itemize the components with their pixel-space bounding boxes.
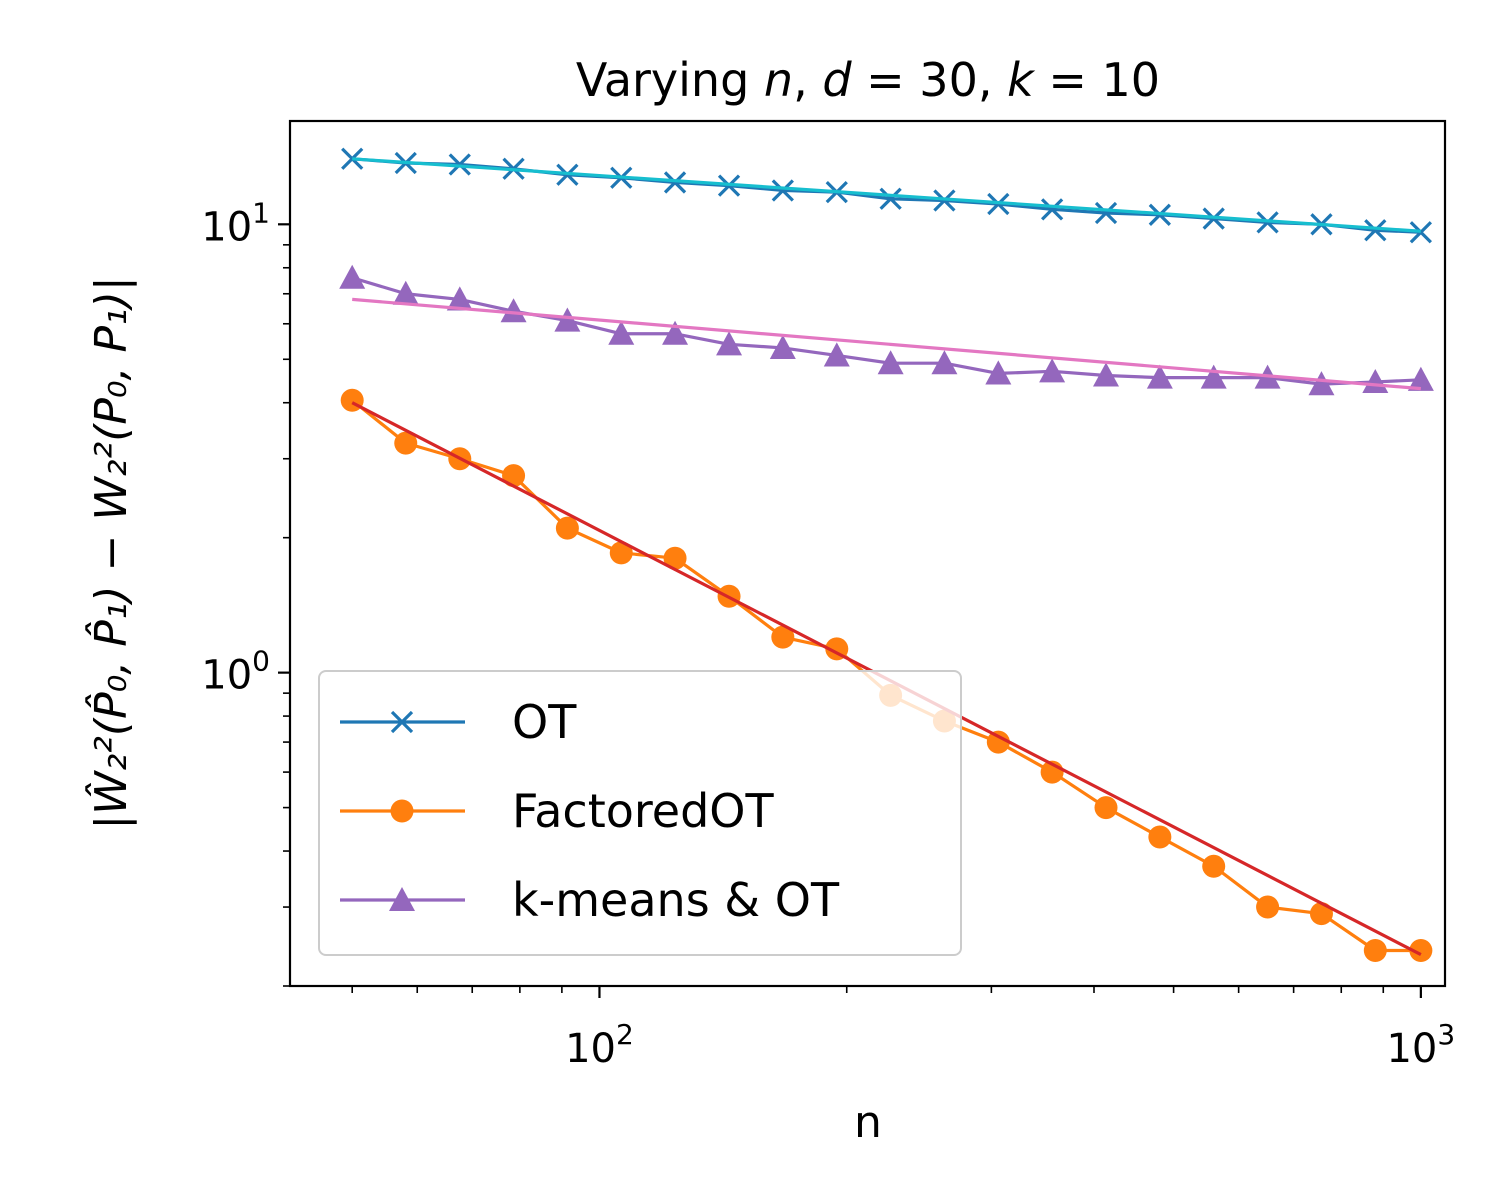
title-mid1: ,	[793, 53, 822, 107]
x-tick-base: 10	[1386, 1026, 1437, 1072]
data-point-k-means-ot	[554, 307, 581, 332]
fit-line-k-means-ot	[352, 297, 1421, 391]
x-tick-exponent: 2	[616, 1018, 634, 1051]
y-tick-label: 101	[201, 196, 270, 250]
y-tick-label: 100	[201, 645, 270, 699]
data-point-k-means-ot	[500, 298, 527, 323]
data-point-k-means-ot	[1146, 364, 1173, 389]
data-point-factoredot	[771, 625, 795, 649]
data-point-ot	[1040, 198, 1064, 221]
legend-box	[318, 670, 962, 956]
legend-label-k-means-ot: k-means & OT	[512, 873, 840, 927]
data-point-factoredot	[1363, 939, 1387, 963]
y-tick-base: 10	[201, 204, 252, 250]
x-tick-label: 102	[565, 1018, 634, 1072]
y-tick-base: 10	[201, 653, 252, 699]
data-point-factoredot	[609, 541, 633, 565]
data-point-factoredot	[1256, 895, 1280, 919]
x-axis-label: n	[854, 1097, 882, 1148]
data-point-factoredot	[394, 431, 418, 455]
data-point-k-means-ot	[985, 360, 1012, 385]
data-point-k-means-ot	[1039, 358, 1066, 383]
y-tick-exponent: 0	[252, 645, 270, 678]
legend-label-factoredot: FactoredOT	[512, 784, 775, 838]
data-point-k-means-ot	[877, 350, 904, 375]
data-point-factoredot	[502, 464, 526, 488]
data-point-ot	[341, 147, 364, 170]
data-point-k-means-ot	[1200, 364, 1227, 389]
data-point-k-means-ot	[1093, 362, 1120, 387]
data-point-k-means-ot	[1308, 371, 1335, 396]
legend-marker-factoredot	[390, 799, 414, 823]
data-point-factoredot	[555, 516, 579, 540]
data-point-k-means-ot	[608, 320, 635, 345]
data-point-k-means-ot	[716, 331, 743, 356]
data-point-ot	[1094, 201, 1118, 225]
fit-line-ot	[352, 157, 1421, 233]
data-point-k-means-ot	[769, 334, 796, 359]
legend-marker-ot	[390, 710, 414, 734]
data-point-ot	[448, 153, 471, 176]
data-point-factoredot	[1094, 796, 1118, 820]
title-d: d	[822, 53, 852, 107]
x-tick-label: 103	[1386, 1018, 1455, 1072]
chart-title: Varying n, d = 30, k = 10	[576, 53, 1160, 107]
data-point-k-means-ot	[931, 350, 958, 375]
legend-label-ot: OT	[512, 695, 577, 749]
data-point-ot	[1364, 219, 1387, 242]
data-point-factoredot	[1309, 902, 1333, 926]
data-point-k-means-ot	[662, 320, 689, 345]
legend-marker-k-means-ot	[389, 887, 415, 912]
data-point-k-means-ot	[823, 342, 850, 367]
y-tick-exponent: 1	[252, 196, 270, 229]
data-point-k-means-ot	[1407, 366, 1434, 391]
data-point-k-means-ot	[392, 280, 419, 305]
legend: OT FactoredOT k-means & OT	[318, 670, 962, 956]
data-point-factoredot	[1409, 939, 1433, 963]
data-point-ot	[879, 187, 902, 210]
plot-frame	[288, 119, 1447, 988]
data-point-factoredot	[663, 546, 687, 570]
data-point-k-means-ot	[1362, 368, 1389, 394]
data-point-k-means-ot	[339, 264, 366, 289]
title-n: n	[764, 53, 793, 107]
title-mid2: = 30,	[852, 53, 1008, 107]
data-point-ot	[771, 179, 794, 202]
data-point-ot	[1409, 221, 1432, 244]
title-k: k	[1007, 53, 1036, 107]
y-axis-label: |Ŵ₂²(P̂₀, P̂₁) − W₂²(P₀, P₁)|	[84, 276, 137, 829]
x-tick-exponent: 3	[1437, 1018, 1455, 1051]
data-point-k-means-ot	[446, 286, 473, 311]
data-point-factoredot	[1148, 825, 1172, 849]
data-point-factoredot	[1202, 854, 1226, 878]
title-prefix: Varying	[576, 53, 764, 107]
data-point-ot	[663, 171, 687, 194]
data-point-factoredot	[986, 730, 1010, 754]
title-suffix: = 10	[1034, 53, 1160, 107]
x-tick-base: 10	[565, 1026, 616, 1072]
